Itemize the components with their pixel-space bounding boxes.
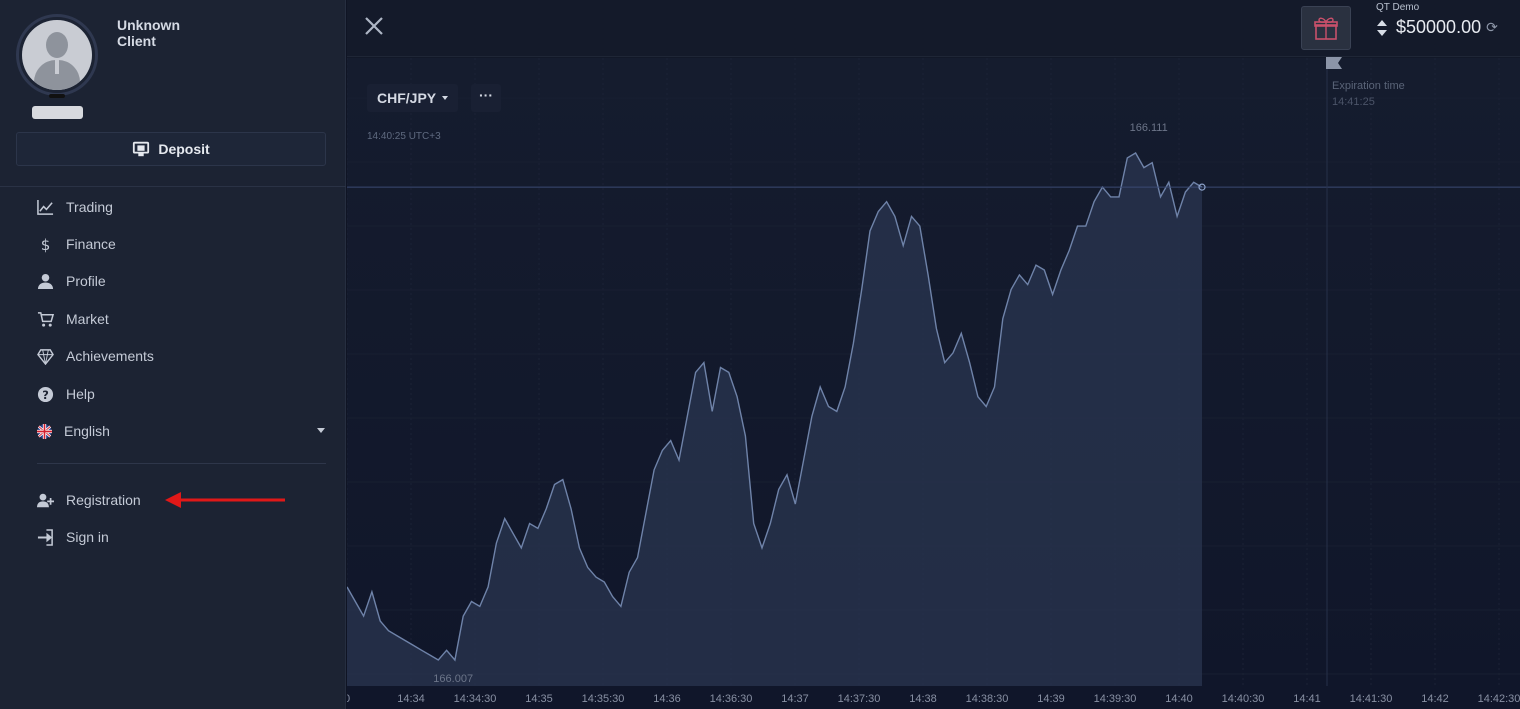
sidebar-item-label: Profile [66,273,106,289]
x-tick-label: 14:41:30 [1350,693,1393,705]
sidebar-item-trading[interactable]: Trading [37,195,113,219]
more-options-button[interactable]: ··· [471,84,501,112]
account-type-label[interactable]: QT Demo [1376,2,1420,13]
x-tick-label: 14:39:30 [1094,693,1137,705]
diamond-icon [37,348,54,365]
trading-area: QT Demo $50000.00 ⟳ 166.111 166.007 0 14:3… [347,0,1520,709]
sidebar-item-profile[interactable]: Profile [37,269,106,293]
x-tick-label: 14:37 [781,693,809,705]
expiration-label: Expiration time [1332,80,1405,92]
gift-button[interactable] [1301,6,1351,50]
divider [37,463,326,464]
price-chart[interactable]: 166.111 166.007 0 14:34 14:34:30 14:35 14:35:… [347,58,1520,709]
user-icon [37,273,54,289]
flag-icon [1326,57,1342,69]
avatar-image [22,20,92,90]
sidebar-item-label: Trading [66,199,113,215]
sidebar-item-label: Finance [66,236,116,252]
sidebar: Unknown Client Deposit Trading $ Finance… [0,0,346,709]
user-plus-icon [37,493,54,507]
x-tick-label: 14:36 [653,693,681,705]
x-tick-label: 14:34 [397,693,425,705]
sidebar-item-finance[interactable]: $ Finance [37,232,116,256]
chevron-down-icon[interactable] [317,428,325,433]
chart-line-icon [37,199,54,215]
cart-icon [37,311,54,327]
svg-text:$: $ [41,236,51,253]
avatar[interactable] [16,14,98,96]
sidebar-item-label: Market [66,311,109,327]
gift-icon [1314,17,1338,40]
x-tick-label: 0 [347,693,350,705]
top-bar: QT Demo $50000.00 ⟳ [347,0,1520,57]
divider [0,186,346,187]
uk-flag-icon [37,423,52,439]
sidebar-item-label: Registration [66,492,141,508]
sidebar-item-label: Sign in [66,529,109,545]
x-tick-label: 14:38 [909,693,937,705]
min-price-label: 166.007 [433,673,473,685]
x-tick-label: 14:37:30 [838,693,881,705]
area-fill [347,153,1202,686]
help-icon: ? [37,386,54,402]
sidebar-item-label: Achievements [66,348,154,364]
x-tick-label: 14:34:30 [454,693,497,705]
x-tick-label: 14:40 [1165,693,1193,705]
x-tick-label: 14:42 [1421,693,1449,705]
x-tick-label: 14:36:30 [710,693,753,705]
wallet-icon [133,141,150,157]
expiration-time: 14:41:25 [1332,96,1375,108]
current-time: 14:40:25 UTC+3 [367,131,441,142]
red-arrow-annotation [165,492,285,508]
x-tick-label: 14:39 [1037,693,1065,705]
asset-selector[interactable]: CHF/JPY [367,84,459,112]
chevron-down-icon [442,96,449,100]
language-selector[interactable]: English [37,419,110,443]
deposit-label: Deposit [158,141,210,157]
chart-series: 166.111 166.007 [347,58,1520,686]
client-name: Unknown Client [117,17,180,49]
refresh-icon[interactable]: ⟳ [1486,19,1498,35]
sidebar-item-help[interactable]: ? Help [37,382,95,406]
avatar-status-dot [49,94,65,98]
dollar-icon: $ [41,236,51,253]
current-price-dot [1198,183,1206,191]
price-line [347,152,1203,662]
svg-text:?: ? [42,387,49,401]
sidebar-item-sign-in[interactable]: Sign in [37,525,109,549]
x-tick-label: 14:41 [1293,693,1321,705]
max-price-label: 166.111 [1130,122,1168,134]
close-icon[interactable] [363,15,385,37]
sidebar-item-label: Help [66,386,95,402]
x-tick-label: 14:40:30 [1222,693,1265,705]
sidebar-item-registration[interactable]: Registration [37,488,141,512]
balance-value: $50000.00 [1396,17,1482,37]
sidebar-item-achievements[interactable]: Achievements [37,344,154,368]
deposit-button[interactable]: Deposit [16,132,326,166]
level-badge [32,106,83,119]
balance-selector[interactable]: $50000.00 ⟳ [1377,17,1498,38]
language-label: English [64,423,110,439]
x-tick-label: 14:35:30 [582,693,625,705]
x-tick-label: 14:35 [525,693,553,705]
sign-in-icon [37,528,53,546]
swap-arrows-icon [1377,19,1387,36]
x-axis: 0 14:34 14:34:30 14:35 14:35:30 14:36 14:36:30… [347,693,1520,705]
x-tick-label: 14:38:30 [966,693,1009,705]
asset-pair: CHF/JPY [377,90,437,106]
sidebar-item-market[interactable]: Market [37,307,109,331]
x-tick-label: 14:42:30 [1478,693,1520,705]
